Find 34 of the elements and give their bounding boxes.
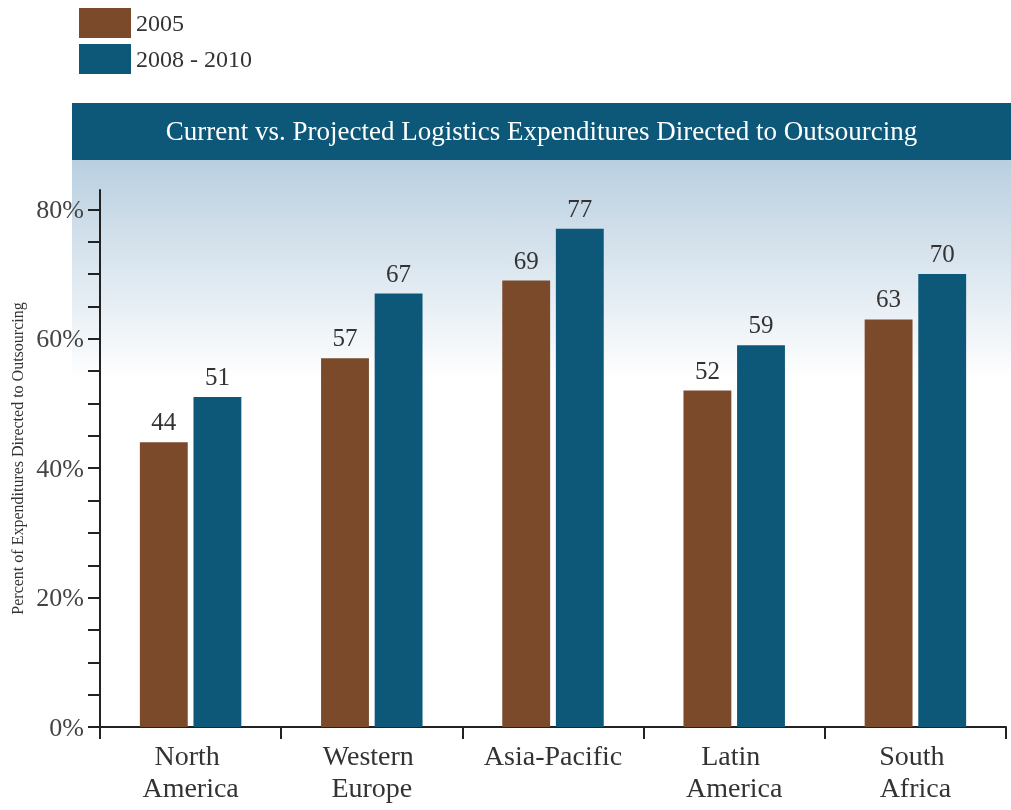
- data-label: 52: [694, 356, 720, 384]
- legend-label: 2008 - 2010: [136, 46, 252, 72]
- data-label: 63: [876, 285, 902, 313]
- bar: [374, 293, 423, 727]
- y-tick-label: 80%: [36, 194, 84, 224]
- x-tick-label: North America: [142, 739, 240, 803]
- legend-label: 2005: [136, 10, 184, 36]
- y-tick-label: 0%: [49, 712, 84, 742]
- bar: [193, 397, 242, 727]
- bar: [683, 390, 732, 727]
- x-tick-label: South Africa: [879, 739, 952, 803]
- y-tick-label: 60%: [36, 324, 84, 354]
- bar: [918, 274, 967, 727]
- data-label: 70: [929, 240, 955, 268]
- bar: [502, 280, 551, 727]
- bar: [321, 358, 369, 727]
- y-tick-label: 40%: [36, 453, 84, 483]
- x-tick-label: Latin America: [686, 739, 783, 803]
- bar: [139, 442, 188, 727]
- data-label: 51: [204, 363, 230, 391]
- y-tick-label: 20%: [36, 583, 84, 613]
- data-label: 69: [513, 246, 539, 274]
- bar: [555, 228, 604, 727]
- data-label: 77: [567, 194, 593, 222]
- data-label: 67: [386, 259, 412, 287]
- data-label: 57: [332, 324, 358, 352]
- x-tick-label: Asia-Pacific: [483, 739, 623, 771]
- bar: [737, 345, 785, 727]
- x-tick-label: Western Europe: [322, 739, 421, 803]
- chart-title: Current vs. Projected Logistics Expenditures Directed to Outsourcing: [72, 103, 1011, 160]
- bar: [864, 319, 913, 727]
- data-label: 59: [748, 311, 774, 339]
- data-label: 44: [151, 408, 177, 436]
- y-axis-title: Percent of Expenditures Directed to Outsourcing: [8, 302, 27, 615]
